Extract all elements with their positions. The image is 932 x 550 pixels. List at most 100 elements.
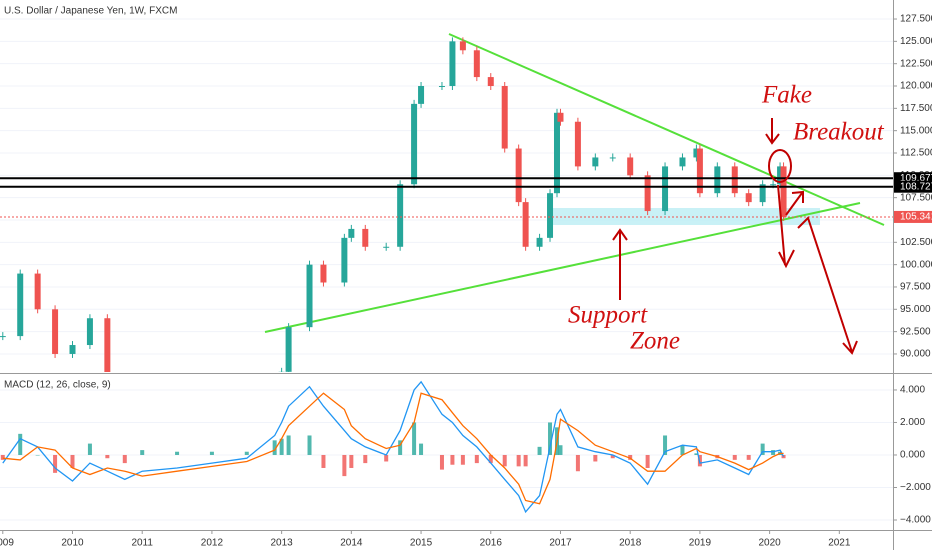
- histogram-bar: [384, 454, 389, 462]
- x-tick-label: 2012: [201, 538, 224, 549]
- histogram-bar: [645, 454, 650, 468]
- histogram-bar: [122, 454, 127, 464]
- y-tick-label: −2.000: [900, 482, 931, 493]
- candle: [34, 273, 41, 310]
- histogram-bar: [502, 454, 507, 467]
- candle: [487, 77, 494, 87]
- trendline: [448, 33, 885, 226]
- candle: [553, 112, 560, 194]
- y-tick-label: 102.500: [900, 237, 932, 248]
- candle: [627, 157, 634, 176]
- candle: [522, 202, 529, 247]
- histogram-bar: [321, 454, 326, 468]
- arrow: [797, 216, 858, 355]
- y-tick-label: 92.500: [900, 326, 931, 337]
- histogram-bar: [342, 454, 347, 477]
- y-tick-label: 122.500: [900, 58, 932, 69]
- candle: [397, 184, 404, 247]
- histogram-bar: [732, 454, 737, 460]
- y-tick-label: 2.000: [900, 417, 925, 428]
- y-tick-label: −4.000: [900, 515, 931, 526]
- macd-pane: [0, 380, 893, 521]
- level-label: 108.727: [900, 181, 932, 192]
- x-tick-label: 2011: [131, 538, 153, 549]
- arrow: [777, 184, 795, 269]
- candle: [731, 166, 738, 194]
- x-tick-label: 2018: [619, 538, 642, 549]
- histogram-bar: [746, 454, 751, 460]
- candle: [69, 345, 76, 354]
- candle: [306, 264, 313, 328]
- x-tick-label: 2010: [61, 538, 84, 549]
- histogram-bar: [140, 450, 145, 455]
- y-tick-label: 97.500: [900, 282, 931, 293]
- candle: [449, 41, 456, 87]
- histogram-bar: [680, 445, 685, 455]
- candle: [383, 246, 390, 248]
- y-tick-label: 117.500: [900, 103, 932, 114]
- annotation: Support: [568, 302, 648, 329]
- circle-mark: [768, 149, 792, 183]
- macd-title: MACD (12, 26, close, 9): [4, 380, 111, 391]
- histogram-bar: [575, 454, 580, 472]
- x-tick-label: 2009: [0, 538, 14, 549]
- candle: [557, 112, 564, 122]
- arrow: [612, 228, 628, 300]
- histogram-bar: [35, 454, 40, 456]
- histogram-bar: [244, 451, 249, 455]
- level-tag: [894, 180, 932, 193]
- price-pane: [0, 18, 893, 372]
- histogram-bar: [488, 454, 493, 464]
- histogram-bar: [694, 453, 699, 455]
- histogram-bar: [209, 451, 214, 455]
- annotation: Breakout: [793, 119, 885, 146]
- histogram-bar: [307, 435, 312, 455]
- x-tick-label: 2016: [480, 538, 503, 549]
- candle: [86, 318, 93, 346]
- histogram-bar: [523, 454, 528, 467]
- y-tick-label: 112.500: [900, 148, 932, 159]
- histogram-bar: [363, 454, 368, 464]
- trendline: [264, 202, 861, 333]
- candle: [320, 264, 327, 283]
- histogram-bar: [760, 443, 765, 455]
- candle: [644, 175, 651, 212]
- y-tick-label: 100.000: [900, 259, 932, 270]
- y-tick-label: 120.000: [900, 81, 932, 92]
- histogram-bar: [628, 454, 633, 460]
- histogram-bar: [439, 454, 444, 470]
- level-label: 109.677: [900, 173, 932, 184]
- candle: [780, 166, 787, 217]
- candle: [592, 157, 599, 167]
- arrow: [765, 118, 780, 145]
- candle: [459, 41, 466, 51]
- histogram-bar: [663, 435, 668, 455]
- chart-title: U.S. Dollar / Japanese Yen, 1W, FXCM: [4, 6, 177, 17]
- histogram-bar: [516, 454, 521, 467]
- level-label: 105.341: [900, 212, 932, 223]
- candle: [104, 318, 111, 372]
- histogram-bar: [105, 454, 110, 459]
- candle: [362, 228, 369, 247]
- candle: [770, 184, 777, 186]
- histogram-bar: [349, 454, 354, 468]
- histogram-bar: [474, 454, 479, 464]
- arrow: [785, 190, 804, 216]
- y-tick-label: 115.000: [900, 125, 932, 136]
- candle: [777, 166, 784, 185]
- candle: [574, 121, 581, 167]
- candle: [609, 157, 616, 159]
- histogram-bar: [412, 422, 417, 455]
- histogram-bar: [610, 454, 615, 459]
- histogram-bar: [175, 451, 180, 455]
- candle: [52, 309, 59, 354]
- candle: [17, 273, 24, 337]
- candle: [714, 166, 721, 194]
- histogram-bar: [272, 440, 277, 455]
- x-tick-label: 2013: [271, 538, 294, 549]
- level-tag: [894, 210, 932, 223]
- x-tick-label: 2020: [758, 538, 781, 549]
- y-tick-label: 127.500: [900, 14, 932, 25]
